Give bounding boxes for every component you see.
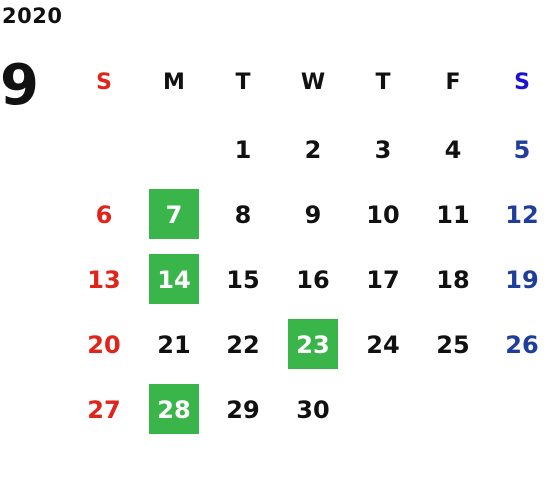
day-number: 7 (165, 200, 183, 229)
day-cell: 27 (69, 377, 139, 442)
day-number: 20 (87, 330, 121, 359)
day-cell: 21 (139, 312, 209, 377)
day-cell: 13 (69, 247, 139, 312)
day-number: 11 (436, 200, 470, 229)
day-number: 25 (436, 330, 470, 359)
day-cell: 24 (348, 312, 418, 377)
weekday-header-row: S M T W T F S (69, 52, 548, 117)
weekday-header-tue: T (235, 69, 251, 95)
highlight-marker (149, 254, 199, 304)
week-row: 1 2 3 4 5 (69, 117, 548, 182)
weekday-header-fri: F (445, 69, 461, 95)
day-number: 5 (513, 135, 531, 164)
day-number: 18 (436, 265, 470, 294)
weekday-header-sat: S (514, 69, 530, 95)
day-cell: 9 (278, 182, 348, 247)
day-number: 15 (226, 265, 260, 294)
day-number: 10 (366, 200, 400, 229)
day-cell: 30 (278, 377, 348, 442)
day-cell-highlighted: 7 (139, 182, 209, 247)
weekday-header-wed: W (300, 69, 326, 95)
day-number: 27 (87, 395, 121, 424)
day-cell: 15 (208, 247, 278, 312)
highlight-marker (288, 319, 338, 369)
highlight-marker (149, 189, 199, 239)
weekday-header-sun: S (96, 69, 112, 95)
day-number: 21 (157, 330, 191, 359)
day-cell: 11 (418, 182, 488, 247)
day-number: 13 (87, 265, 121, 294)
calendar-grid: S M T W T F S 1 2 3 4 5 6 7 8 9 10 11 12… (69, 52, 548, 442)
day-cell: 19 (487, 247, 548, 312)
weekday-header-mon: M (163, 69, 185, 95)
day-cell: 20 (69, 312, 139, 377)
day-cell: 10 (348, 182, 418, 247)
day-number: 30 (296, 395, 330, 424)
day-number: 8 (234, 200, 252, 229)
day-cell: 4 (418, 117, 488, 182)
day-cell: 2 (278, 117, 348, 182)
day-number: 14 (157, 265, 191, 294)
day-number: 29 (226, 395, 260, 424)
day-number: 1 (234, 135, 252, 164)
day-number: 22 (226, 330, 260, 359)
day-number: 2 (304, 135, 322, 164)
day-cell-highlighted: 14 (139, 247, 209, 312)
day-cell: 22 (208, 312, 278, 377)
day-number: 6 (95, 200, 113, 229)
day-cell-highlighted: 23 (278, 312, 348, 377)
day-number: 12 (505, 200, 539, 229)
week-row: 6 7 8 9 10 11 12 (69, 182, 548, 247)
day-cell: 6 (69, 182, 139, 247)
weekday-header-thu: T (375, 69, 391, 95)
day-cell: 26 (487, 312, 548, 377)
day-number: 9 (304, 200, 322, 229)
day-cell: 18 (418, 247, 488, 312)
year-label: 2020 (2, 4, 63, 28)
day-number: 3 (374, 135, 392, 164)
week-row: 13 14 15 16 17 18 19 (69, 247, 548, 312)
day-cell: 1 (208, 117, 278, 182)
day-number: 16 (296, 265, 330, 294)
day-number: 19 (505, 265, 539, 294)
highlight-marker (149, 384, 199, 434)
day-number: 28 (157, 395, 191, 424)
day-cell: 3 (348, 117, 418, 182)
day-cell: 17 (348, 247, 418, 312)
week-row: 27 28 29 30 (69, 377, 548, 442)
day-number: 24 (366, 330, 400, 359)
day-cell: 5 (487, 117, 548, 182)
day-number: 4 (444, 135, 462, 164)
day-number: 26 (505, 330, 539, 359)
month-label: 9 (0, 53, 39, 118)
week-row: 20 21 22 23 24 25 26 (69, 312, 548, 377)
day-cell: 8 (208, 182, 278, 247)
day-cell: 12 (487, 182, 548, 247)
day-number: 23 (296, 330, 330, 359)
day-cell: 25 (418, 312, 488, 377)
day-cell: 16 (278, 247, 348, 312)
day-cell: 29 (208, 377, 278, 442)
day-number: 17 (366, 265, 400, 294)
day-cell-highlighted: 28 (139, 377, 209, 442)
